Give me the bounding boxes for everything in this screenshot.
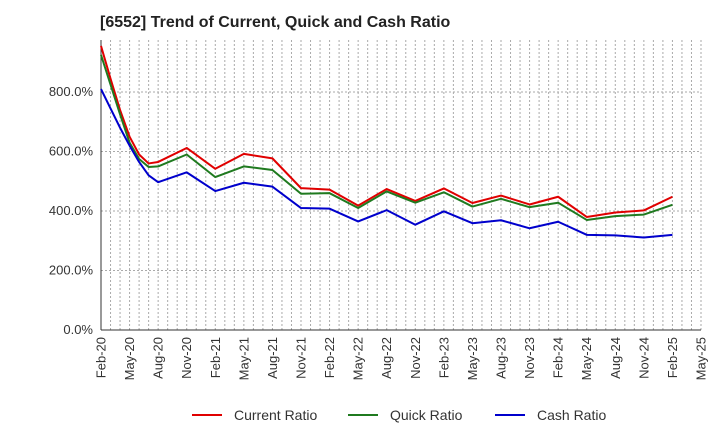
y-tick-label: 0.0%: [63, 322, 93, 337]
chart-title: [6552] Trend of Current, Quick and Cash …: [100, 14, 451, 31]
x-tick-label: Aug-23: [494, 337, 509, 379]
y-tick-label: 800.0%: [49, 84, 94, 99]
legend-label: Cash Ratio: [537, 407, 606, 423]
y-tick-label: 200.0%: [49, 263, 94, 278]
plot-area: [101, 40, 701, 330]
x-tick-label: May-24: [579, 337, 594, 380]
x-tick-label: Aug-21: [265, 337, 280, 379]
series-line-cash-ratio: [100, 88, 673, 239]
x-tick-label: Feb-21: [208, 337, 223, 378]
x-tick-label: May-21: [236, 337, 251, 380]
x-tick-label: Feb-25: [665, 337, 680, 378]
x-tick-label: Aug-24: [608, 337, 623, 379]
x-tick-label: Feb-24: [551, 337, 566, 378]
x-tick-label: Nov-24: [636, 337, 651, 379]
x-tick-label: Feb-20: [94, 337, 109, 378]
series-line-quick-ratio: [100, 54, 673, 221]
x-tick-label: Nov-20: [179, 337, 194, 379]
y-tick-label: 600.0%: [49, 144, 94, 159]
x-tick-label: Nov-21: [294, 337, 309, 379]
x-tick-label: May-20: [122, 337, 137, 380]
x-tick-label: Feb-22: [322, 337, 337, 378]
x-tick-label: May-22: [351, 337, 366, 380]
series-line-current-ratio: [100, 45, 673, 218]
legend-label: Quick Ratio: [390, 407, 463, 423]
x-tick-label: Aug-20: [151, 337, 166, 379]
x-tick-label: May-25: [694, 337, 709, 380]
x-tick-label: Nov-22: [408, 337, 423, 379]
y-tick-label: 400.0%: [49, 203, 94, 218]
x-tick-label: Aug-22: [379, 337, 394, 379]
x-tick-label: Nov-23: [522, 337, 537, 379]
x-tick-label: Feb-23: [436, 337, 451, 378]
legend-label: Current Ratio: [234, 407, 317, 423]
x-tick-label: May-23: [465, 337, 480, 380]
